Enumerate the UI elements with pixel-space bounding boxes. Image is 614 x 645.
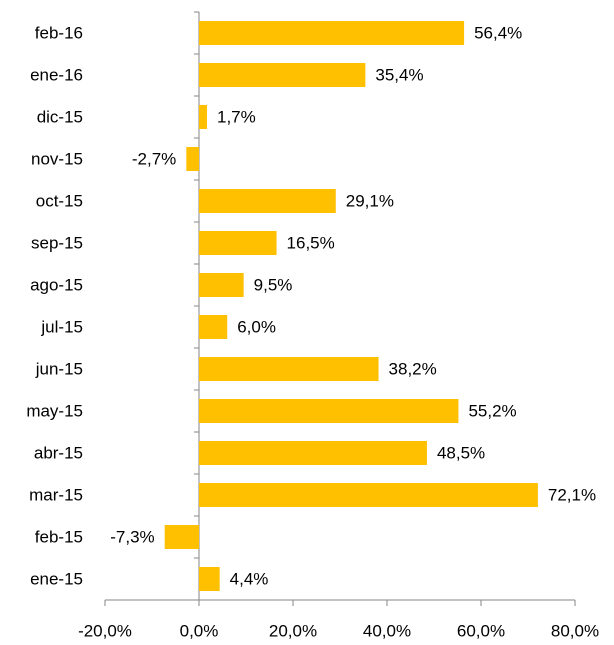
bar xyxy=(199,105,207,129)
value-label: 6,0% xyxy=(237,317,276,336)
value-label: 56,4% xyxy=(474,23,522,42)
y-tick-label: may-15 xyxy=(26,401,83,420)
bar xyxy=(199,273,244,297)
bar xyxy=(199,567,220,591)
x-tick-label: 20,0% xyxy=(269,621,317,640)
y-tick-label: ago-15 xyxy=(30,275,83,294)
y-tick-label: ene-16 xyxy=(30,65,83,84)
y-tick-label: dic-15 xyxy=(37,107,83,126)
bar xyxy=(199,315,228,339)
y-tick-label: ene-15 xyxy=(30,569,83,588)
value-label: 72,1% xyxy=(548,485,596,504)
value-label: -2,7% xyxy=(132,149,176,168)
value-label: 4,4% xyxy=(230,569,269,588)
y-tick-label: jun-15 xyxy=(35,359,83,378)
value-label: 9,5% xyxy=(254,275,293,294)
bar xyxy=(199,399,459,423)
x-tick-label: 40,0% xyxy=(363,621,411,640)
bar xyxy=(199,189,336,213)
value-label: 55,2% xyxy=(468,401,516,420)
bar xyxy=(199,63,366,87)
value-label: 16,5% xyxy=(287,233,335,252)
x-tick-label: 80,0% xyxy=(551,621,599,640)
y-tick-label: sep-15 xyxy=(31,233,83,252)
value-label: 29,1% xyxy=(346,191,394,210)
y-tick-label: oct-15 xyxy=(36,191,83,210)
bar xyxy=(199,441,427,465)
bar xyxy=(186,147,199,171)
value-label: 38,2% xyxy=(389,359,437,378)
x-tick-label: -20,0% xyxy=(78,621,132,640)
y-tick-label: abr-15 xyxy=(34,443,83,462)
y-tick-label: feb-15 xyxy=(35,527,83,546)
value-label: 35,4% xyxy=(375,65,423,84)
bar xyxy=(164,525,199,549)
bar xyxy=(199,231,277,255)
value-label: 1,7% xyxy=(217,107,256,126)
y-tick-label: nov-15 xyxy=(31,149,83,168)
bar xyxy=(199,21,465,45)
bar xyxy=(199,483,538,507)
y-tick-label: jul-15 xyxy=(40,317,83,336)
value-label: 48,5% xyxy=(437,443,485,462)
bar xyxy=(199,357,379,381)
x-tick-label: 0,0% xyxy=(180,621,219,640)
y-tick-label: mar-15 xyxy=(29,485,83,504)
y-tick-label: feb-16 xyxy=(35,23,83,42)
x-tick-label: 60,0% xyxy=(457,621,505,640)
value-label: -7,3% xyxy=(110,527,154,546)
